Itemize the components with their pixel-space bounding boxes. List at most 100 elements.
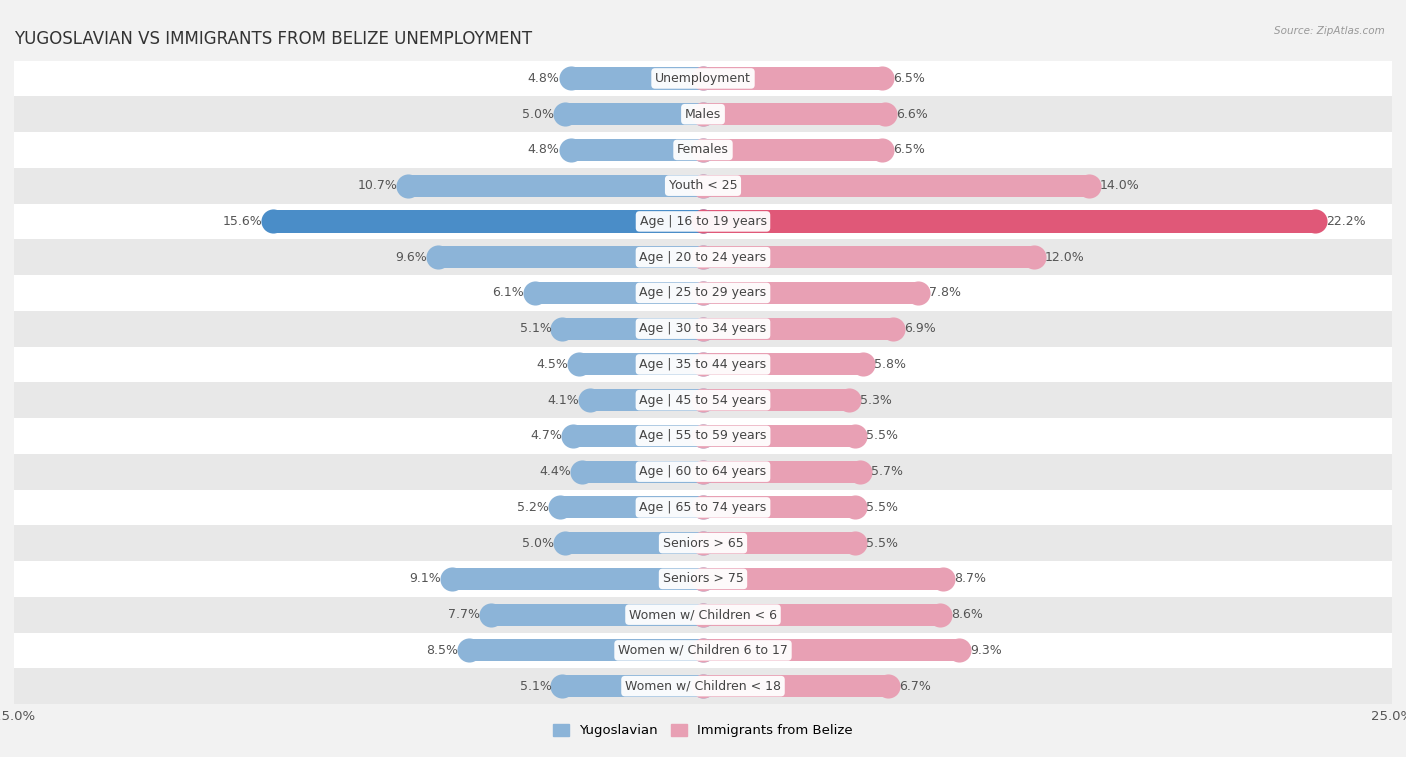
Text: Age | 35 to 44 years: Age | 35 to 44 years	[640, 358, 766, 371]
Text: 6.1%: 6.1%	[492, 286, 524, 300]
Bar	[14, 597, 1392, 633]
Text: 5.5%: 5.5%	[866, 537, 897, 550]
Text: 6.9%: 6.9%	[904, 322, 936, 335]
Text: Women w/ Children 6 to 17: Women w/ Children 6 to 17	[619, 644, 787, 657]
Bar	[571, 67, 703, 89]
Text: Age | 65 to 74 years: Age | 65 to 74 years	[640, 501, 766, 514]
Text: 6.6%: 6.6%	[896, 107, 928, 120]
Text: Age | 30 to 34 years: Age | 30 to 34 years	[640, 322, 766, 335]
Bar	[703, 139, 882, 161]
Bar	[14, 311, 1392, 347]
Text: Unemployment: Unemployment	[655, 72, 751, 85]
Bar	[703, 568, 943, 590]
Text: 4.8%: 4.8%	[527, 72, 560, 85]
Bar	[14, 418, 1392, 453]
Bar	[14, 204, 1392, 239]
Bar	[491, 603, 703, 626]
Text: 5.0%: 5.0%	[522, 107, 554, 120]
Text: 4.4%: 4.4%	[538, 465, 571, 478]
Bar	[14, 382, 1392, 418]
Text: 5.1%: 5.1%	[520, 680, 551, 693]
Legend: Yugoslavian, Immigrants from Belize: Yugoslavian, Immigrants from Belize	[547, 718, 859, 743]
Bar	[14, 668, 1392, 704]
Bar	[468, 640, 703, 662]
Bar	[703, 460, 860, 483]
Text: 9.1%: 9.1%	[409, 572, 441, 585]
Bar	[560, 497, 703, 519]
Text: 8.7%: 8.7%	[953, 572, 986, 585]
Bar	[703, 497, 855, 519]
Text: 5.3%: 5.3%	[860, 394, 891, 407]
Bar	[703, 103, 884, 125]
Text: Males: Males	[685, 107, 721, 120]
Bar	[703, 318, 893, 340]
Text: 5.0%: 5.0%	[522, 537, 554, 550]
Bar	[14, 168, 1392, 204]
Text: Age | 55 to 59 years: Age | 55 to 59 years	[640, 429, 766, 442]
Text: Seniors > 75: Seniors > 75	[662, 572, 744, 585]
Text: 4.8%: 4.8%	[527, 143, 560, 157]
Text: Seniors > 65: Seniors > 65	[662, 537, 744, 550]
Text: 7.8%: 7.8%	[929, 286, 960, 300]
Bar	[591, 389, 703, 411]
Text: 5.5%: 5.5%	[866, 501, 897, 514]
Text: 15.6%: 15.6%	[222, 215, 262, 228]
Bar	[703, 532, 855, 554]
Bar	[14, 239, 1392, 275]
Bar	[14, 490, 1392, 525]
Text: 4.1%: 4.1%	[547, 394, 579, 407]
Bar	[703, 675, 887, 697]
Bar	[703, 425, 855, 447]
Text: 5.1%: 5.1%	[520, 322, 551, 335]
Text: 9.3%: 9.3%	[970, 644, 1002, 657]
Text: Women w/ Children < 18: Women w/ Children < 18	[626, 680, 780, 693]
Bar	[703, 640, 959, 662]
Text: 4.7%: 4.7%	[530, 429, 562, 442]
Text: Females: Females	[678, 143, 728, 157]
Bar	[14, 561, 1392, 597]
Text: 8.5%: 8.5%	[426, 644, 458, 657]
Text: Age | 20 to 24 years: Age | 20 to 24 years	[640, 251, 766, 263]
Text: 4.5%: 4.5%	[536, 358, 568, 371]
Text: 5.7%: 5.7%	[872, 465, 903, 478]
Bar	[14, 633, 1392, 668]
Bar	[574, 425, 703, 447]
Bar	[703, 67, 882, 89]
Bar	[14, 275, 1392, 311]
Text: 10.7%: 10.7%	[357, 179, 396, 192]
Text: 12.0%: 12.0%	[1045, 251, 1084, 263]
Bar	[579, 354, 703, 375]
Text: 6.5%: 6.5%	[893, 143, 925, 157]
Bar	[408, 175, 703, 197]
Bar	[565, 103, 703, 125]
Text: 5.5%: 5.5%	[866, 429, 897, 442]
Bar	[571, 139, 703, 161]
Text: 8.6%: 8.6%	[950, 608, 983, 621]
Bar	[453, 568, 703, 590]
Bar	[703, 282, 918, 304]
Text: 6.7%: 6.7%	[898, 680, 931, 693]
Text: 7.7%: 7.7%	[447, 608, 479, 621]
Bar	[703, 175, 1088, 197]
Text: 5.8%: 5.8%	[875, 358, 905, 371]
Bar	[703, 603, 941, 626]
Text: Age | 25 to 29 years: Age | 25 to 29 years	[640, 286, 766, 300]
Text: 14.0%: 14.0%	[1099, 179, 1140, 192]
Text: Women w/ Children < 6: Women w/ Children < 6	[628, 608, 778, 621]
Bar	[703, 389, 849, 411]
Bar	[439, 246, 703, 268]
Bar	[14, 132, 1392, 168]
Bar	[534, 282, 703, 304]
Text: 6.5%: 6.5%	[893, 72, 925, 85]
Bar	[14, 453, 1392, 490]
Text: Age | 16 to 19 years: Age | 16 to 19 years	[640, 215, 766, 228]
Bar	[703, 246, 1033, 268]
Text: Age | 60 to 64 years: Age | 60 to 64 years	[640, 465, 766, 478]
Text: 22.2%: 22.2%	[1326, 215, 1365, 228]
Bar	[703, 354, 863, 375]
Text: Age | 45 to 54 years: Age | 45 to 54 years	[640, 394, 766, 407]
Bar	[703, 210, 1315, 232]
Bar	[562, 675, 703, 697]
Bar	[565, 532, 703, 554]
Text: Youth < 25: Youth < 25	[669, 179, 737, 192]
